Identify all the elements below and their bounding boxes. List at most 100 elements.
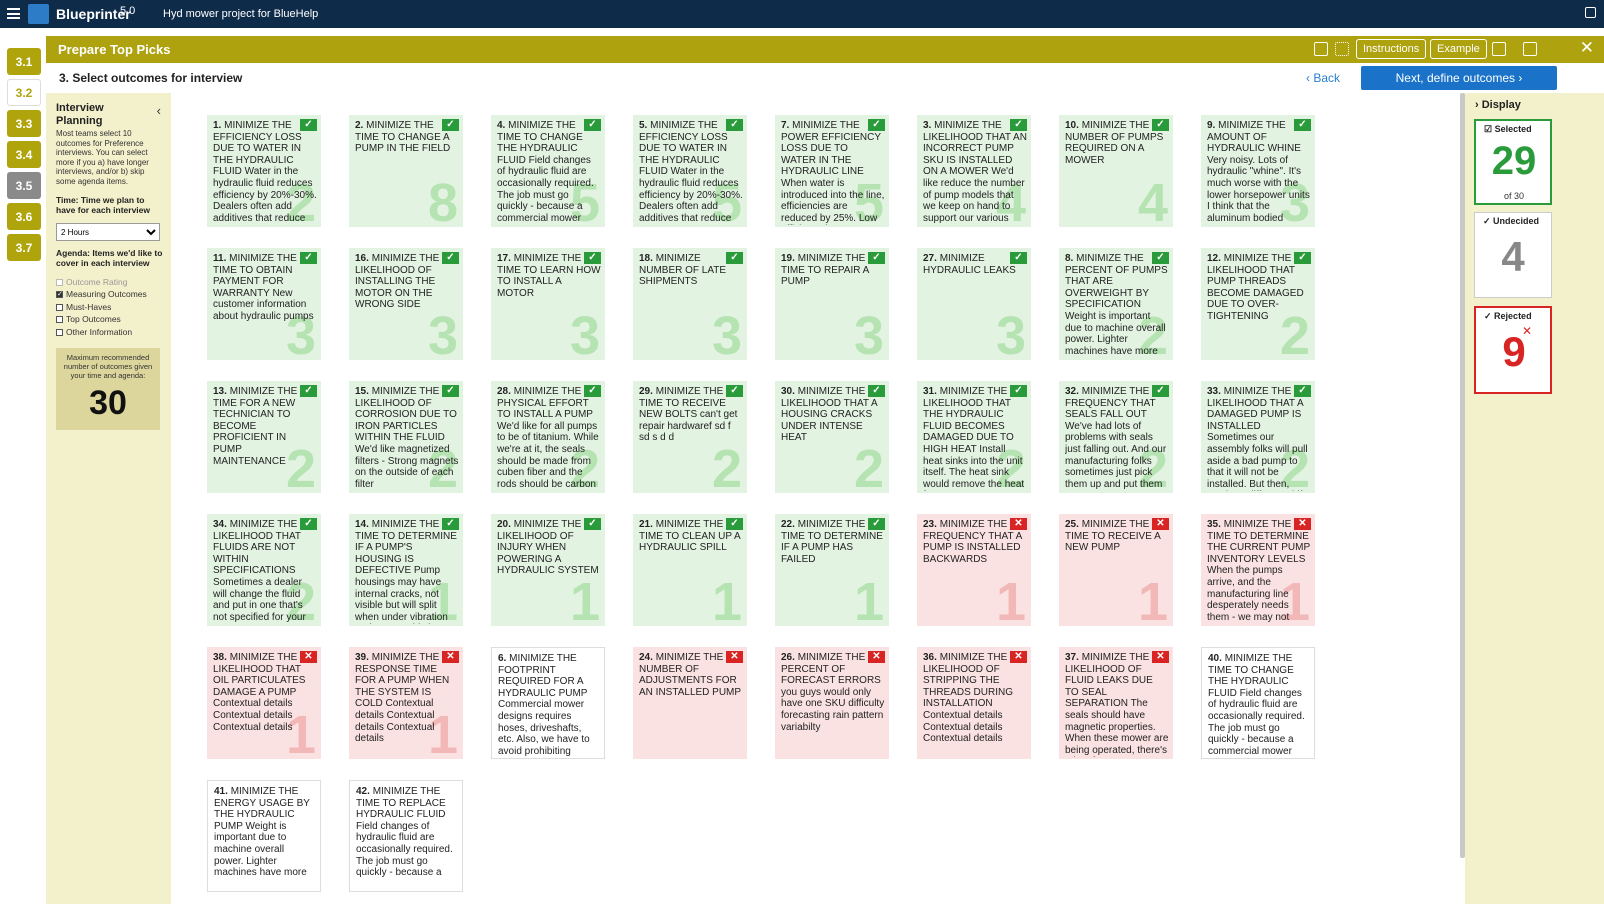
selected-filter[interactable]: ☑ Selected 29 of 30 <box>1474 119 1552 205</box>
check-icon[interactable]: ✓ <box>1152 385 1169 397</box>
outcome-card[interactable]: 3 18. MINIMIZE NUMBER OF LATE SHIPMENTS ✓ <box>633 248 747 360</box>
check-icon[interactable]: ✓ <box>584 119 601 131</box>
check-icon[interactable]: ✓ <box>726 119 743 131</box>
outcome-card[interactable]: 1 23. MINIMIZE THE FREQUENCY THAT A PUMP … <box>917 514 1031 626</box>
outcome-card[interactable]: 41. MINIMIZE THE ENERGY USAGE BY THE HYD… <box>207 780 321 892</box>
outcome-card[interactable]: 2 29. MINIMIZE THE TIME TO RECEIVE NEW BO… <box>633 381 747 493</box>
collapse-chevron-icon[interactable]: ‹ <box>156 103 161 118</box>
check-icon[interactable]: ✓ <box>1010 252 1027 264</box>
outcome-card[interactable]: 2 32. MINIMIZE THE FREQUENCY THAT SEALS F… <box>1059 381 1173 493</box>
display-title[interactable]: › Display <box>1475 99 1521 111</box>
small-grid-icon[interactable] <box>1335 42 1349 56</box>
outcome-card[interactable]: 36. MINIMIZE THE LIKELIHOOD OF STRIPPING… <box>917 647 1031 759</box>
outcome-card[interactable]: 1 39. MINIMIZE THE RESPONSE TIME FOR A PU… <box>349 647 463 759</box>
outcome-card[interactable]: 4 3. MINIMIZE THE LIKELIHOOD THAT AN INCO… <box>917 115 1031 227</box>
check-icon[interactable]: ✓ <box>442 252 459 264</box>
close-icon[interactable]: ✕ <box>1579 38 1594 57</box>
check-icon[interactable]: ✓ <box>1010 119 1027 131</box>
step-3-5[interactable]: 3.5 <box>7 172 41 199</box>
outcome-card[interactable]: 2 15. MINIMIZE THE LIKELIHOOD OF CORROSIO… <box>349 381 463 493</box>
outcome-card[interactable]: 2 31. MINIMIZE THE LIKELIHOOD THAT THE HY… <box>917 381 1031 493</box>
outcome-card[interactable]: 1 21. MINIMIZE THE TIME TO CLEAN UP A HYD… <box>633 514 747 626</box>
outcome-card[interactable]: 3 17. MINIMIZE THE TIME TO LEARN HOW TO I… <box>491 248 605 360</box>
outcome-card[interactable]: 2 28. MINIMIZE THE PHYSICAL EFFORT TO INS… <box>491 381 605 493</box>
print-icon[interactable] <box>1523 42 1537 56</box>
check-icon[interactable]: ✓ <box>584 385 601 397</box>
outcome-card[interactable]: 40. MINIMIZE THE TIME TO CHANGE THE HYDR… <box>1201 647 1315 759</box>
next-button[interactable]: Next, define outcomes › <box>1361 66 1557 90</box>
outcome-card[interactable]: 3 9. MINIMIZE THE AMOUNT OF HYDRAULIC WHI… <box>1201 115 1315 227</box>
agenda-measuring-outcomes[interactable]: ✓ Measuring Outcomes <box>56 289 147 299</box>
check-icon[interactable]: ✓ <box>442 518 459 530</box>
window-icon[interactable] <box>1585 7 1596 18</box>
check-icon[interactable]: ✓ <box>584 518 601 530</box>
reject-icon[interactable]: ✕ <box>442 651 459 663</box>
instructions-button[interactable]: Instructions <box>1356 39 1427 59</box>
outcome-card[interactable]: 42. MINIMIZE THE TIME TO REPLACE HYDRAUL… <box>349 780 463 892</box>
step-3-1[interactable]: 3.1 <box>7 48 41 75</box>
check-icon[interactable]: ✓ <box>300 252 317 264</box>
export-icon[interactable] <box>1492 42 1506 56</box>
outcome-card[interactable]: 3 27. MINIMIZE HYDRAULIC LEAKS ✓ <box>917 248 1031 360</box>
check-icon[interactable]: ✓ <box>584 252 601 264</box>
outcome-card[interactable]: 1 14. MINIMIZE THE TIME TO DETERMINE IF A… <box>349 514 463 626</box>
reject-icon[interactable]: ✕ <box>1294 518 1311 530</box>
outcome-card[interactable]: 5 7. MINIMIZE THE POWER EFFICIENCY LOSS D… <box>775 115 889 227</box>
outcome-card[interactable]: 5 4. MINIMIZE THE TIME TO CHANGE THE HYDR… <box>491 115 605 227</box>
outcome-card[interactable]: 2 13. MINIMIZE THE TIME FOR A NEW TECHNIC… <box>207 381 321 493</box>
example-button[interactable]: Example <box>1430 39 1487 59</box>
check-icon[interactable]: ✓ <box>1152 252 1169 264</box>
outcome-card[interactable]: 2 12. MINIMIZE THE LIKELIHOOD THAT PUMP T… <box>1201 248 1315 360</box>
time-select[interactable]: 2 Hours <box>56 223 160 241</box>
outcome-card[interactable]: 4 10. MINIMIZE THE NUMBER OF PUMPS REQUIR… <box>1059 115 1173 227</box>
outcome-card[interactable]: 1 38. MINIMIZE THE LIKELIHOOD THAT OIL PA… <box>207 647 321 759</box>
outcome-card[interactable]: 5 5. MINIMIZE THE EFFICIENCY LOSS DUE TO … <box>633 115 747 227</box>
check-icon[interactable]: ✓ <box>868 518 885 530</box>
outcome-card[interactable]: 6. MINIMIZE THE FOOTPRINT REQUIRED FOR A… <box>491 647 605 759</box>
outcome-card[interactable]: 3 11. MINIMIZE THE TIME TO OBTAIN PAYMENT… <box>207 248 321 360</box>
check-icon[interactable]: ✓ <box>1294 385 1311 397</box>
outcome-card[interactable]: 1 20. MINIMIZE THE LIKELIHOOD OF INJURY W… <box>491 514 605 626</box>
step-3-6[interactable]: 3.6 <box>7 203 41 230</box>
agenda-outcome-rating[interactable]: Outcome Rating <box>56 277 127 287</box>
large-grid-icon[interactable] <box>1314 42 1328 56</box>
check-icon[interactable]: ✓ <box>726 252 743 264</box>
outcome-card[interactable]: 2 1. MINIMIZE THE EFFICIENCY LOSS DUE TO … <box>207 115 321 227</box>
reject-icon[interactable]: ✕ <box>1152 651 1169 663</box>
outcome-card[interactable]: 2 30. MINIMIZE THE LIKELIHOOD THAT A HOUS… <box>775 381 889 493</box>
outcome-card[interactable]: 24. MINIMIZE THE NUMBER OF ADJUSTMENTS F… <box>633 647 747 759</box>
reject-icon[interactable]: ✕ <box>1010 651 1027 663</box>
agenda-top-outcomes[interactable]: Top Outcomes <box>56 314 121 324</box>
outcome-card[interactable]: 1 25. MINIMIZE THE TIME TO RECEIVE A NEW … <box>1059 514 1173 626</box>
agenda-other-information[interactable]: Other Information <box>56 327 132 337</box>
vertical-scrollbar[interactable] <box>1460 93 1465 858</box>
check-icon[interactable]: ✓ <box>868 252 885 264</box>
step-3-3[interactable]: 3.3 <box>7 110 41 137</box>
check-icon[interactable]: ✓ <box>868 119 885 131</box>
reject-icon[interactable]: ✕ <box>868 651 885 663</box>
check-icon[interactable]: ✓ <box>868 385 885 397</box>
outcome-card[interactable]: 2 34. MINIMIZE THE LIKELIHOOD THAT FLUIDS… <box>207 514 321 626</box>
outcome-card[interactable]: 2 33. MINIMIZE THE LIKELIHOOD THAT A DAMA… <box>1201 381 1315 493</box>
undecided-filter[interactable]: ✓ Undecided 4 <box>1474 212 1552 298</box>
outcome-card[interactable]: 26. MINIMIZE THE PERCENT OF FORECAST ERR… <box>775 647 889 759</box>
reject-icon[interactable]: ✕ <box>726 651 743 663</box>
check-icon[interactable]: ✓ <box>300 119 317 131</box>
agenda-must-haves[interactable]: Must-Haves <box>56 302 111 312</box>
check-icon[interactable]: ✓ <box>300 385 317 397</box>
check-icon[interactable]: ✓ <box>442 385 459 397</box>
reject-icon[interactable]: ✕ <box>300 651 317 663</box>
outcome-card[interactable]: 3 19. MINIMIZE THE TIME TO REPAIR A PUMP ✓ <box>775 248 889 360</box>
check-icon[interactable]: ✓ <box>726 385 743 397</box>
check-icon[interactable]: ✓ <box>1010 385 1027 397</box>
check-icon[interactable]: ✓ <box>726 518 743 530</box>
check-icon[interactable]: ✓ <box>300 518 317 530</box>
outcome-card[interactable]: 2 8. MINIMIZE THE PERCENT OF PUMPS THAT A… <box>1059 248 1173 360</box>
step-3-7[interactable]: 3.7 <box>7 234 41 261</box>
outcome-card[interactable]: 1 22. MINIMIZE THE TIME TO DETERMINE IF A… <box>775 514 889 626</box>
check-icon[interactable]: ✓ <box>442 119 459 131</box>
outcome-card[interactable]: 1 35. MINIMIZE THE TIME TO DETERMINE THE … <box>1201 514 1315 626</box>
check-icon[interactable]: ✓ <box>1152 119 1169 131</box>
reject-icon[interactable]: ✕ <box>1010 518 1027 530</box>
back-link[interactable]: ‹ Back <box>1306 71 1340 85</box>
